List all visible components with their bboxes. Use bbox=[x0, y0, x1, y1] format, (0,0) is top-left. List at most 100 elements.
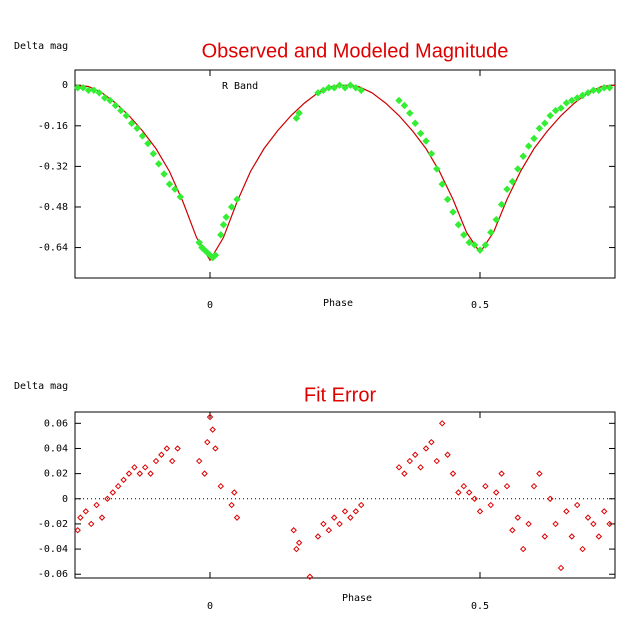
observed-point bbox=[357, 86, 365, 94]
observed-point bbox=[411, 119, 419, 127]
residual-point bbox=[93, 501, 100, 509]
residual-point bbox=[174, 445, 181, 452]
y-tick-label: -0.16 bbox=[38, 121, 68, 132]
observed-point bbox=[465, 238, 473, 247]
residual-point bbox=[163, 445, 171, 452]
observed-point bbox=[449, 208, 457, 216]
residual-point bbox=[336, 520, 343, 528]
observed-point bbox=[176, 193, 185, 201]
residual-point bbox=[82, 508, 90, 515]
observed-point bbox=[165, 180, 174, 188]
residual-point bbox=[395, 464, 403, 471]
residual-point bbox=[455, 489, 462, 496]
plot-frame bbox=[74, 69, 616, 279]
observed-point bbox=[562, 99, 571, 107]
residual-point bbox=[314, 533, 322, 540]
residual-point bbox=[595, 533, 603, 540]
residual-point bbox=[563, 508, 570, 515]
plot-frame bbox=[74, 411, 616, 579]
residual-point bbox=[206, 413, 214, 421]
residual-point bbox=[482, 482, 489, 490]
observed-point bbox=[222, 213, 230, 221]
y-tick-label: -0.02 bbox=[38, 519, 68, 530]
residual-point bbox=[168, 457, 176, 465]
observed-point bbox=[352, 84, 360, 92]
observed-point bbox=[106, 96, 114, 105]
residual-point bbox=[228, 501, 235, 509]
observed-point bbox=[589, 86, 598, 94]
observed-point bbox=[127, 119, 136, 127]
residual-point bbox=[347, 514, 354, 521]
observed-point bbox=[573, 94, 581, 102]
residual-point bbox=[519, 545, 527, 553]
residual-point bbox=[444, 451, 451, 458]
observed-point bbox=[117, 106, 125, 115]
y-tick-label: -0.48 bbox=[38, 202, 68, 213]
observed-point bbox=[217, 231, 225, 239]
residual-point bbox=[357, 501, 365, 509]
observed-point bbox=[95, 89, 104, 97]
residual-point bbox=[476, 508, 484, 515]
residual-point bbox=[131, 464, 138, 471]
observed-point bbox=[422, 137, 430, 145]
residual-point bbox=[411, 451, 419, 458]
residual-point bbox=[606, 520, 613, 528]
y-tick-label: 0.06 bbox=[44, 418, 68, 429]
y-tick-label: 0.04 bbox=[44, 443, 68, 454]
residual-point bbox=[290, 527, 297, 534]
observed-point bbox=[154, 160, 163, 168]
residual-point bbox=[590, 520, 597, 528]
residual-point bbox=[147, 470, 154, 477]
observed-point bbox=[460, 231, 468, 239]
observed-point bbox=[330, 84, 338, 92]
observed-point bbox=[551, 106, 560, 115]
observed-point bbox=[605, 84, 614, 92]
observed-point bbox=[406, 109, 414, 117]
residual-point bbox=[573, 501, 581, 509]
observed-point bbox=[433, 165, 441, 173]
observed-point bbox=[524, 142, 533, 150]
observed-point bbox=[335, 81, 344, 89]
observed-point bbox=[438, 180, 446, 188]
observed-point bbox=[341, 84, 349, 92]
residual-point bbox=[428, 438, 435, 446]
residual-point bbox=[557, 564, 565, 572]
observed-point bbox=[443, 195, 452, 204]
observed-point bbox=[492, 215, 500, 224]
residual-point bbox=[341, 508, 349, 515]
observed-point bbox=[195, 238, 203, 247]
observed-point bbox=[133, 124, 141, 133]
y-tick-label: -0.06 bbox=[38, 569, 68, 580]
residual-point bbox=[487, 501, 495, 509]
observed-point bbox=[73, 84, 82, 92]
observed-point bbox=[171, 185, 179, 193]
residual-point bbox=[320, 520, 327, 528]
residual-point bbox=[352, 508, 360, 515]
residual-point bbox=[525, 520, 532, 528]
y-tick-label: 0 bbox=[62, 80, 68, 91]
residual-point bbox=[209, 426, 216, 433]
residual-point bbox=[87, 520, 95, 528]
residual-point bbox=[460, 482, 468, 490]
observed-point bbox=[416, 129, 425, 138]
residual-point bbox=[509, 527, 516, 534]
model-line bbox=[74, 84, 616, 262]
residual-point bbox=[514, 514, 522, 521]
residual-point bbox=[201, 470, 208, 477]
residual-point bbox=[212, 445, 219, 452]
x-axis-label: Phase bbox=[323, 298, 353, 309]
observed-point bbox=[395, 96, 403, 105]
residual-point bbox=[503, 482, 511, 490]
observed-point bbox=[557, 104, 565, 112]
residual-point bbox=[109, 489, 117, 496]
observed-point bbox=[211, 251, 220, 259]
residual-point bbox=[141, 464, 149, 471]
observed-point bbox=[530, 134, 538, 143]
residual-point bbox=[136, 470, 144, 477]
chart-title: Fit Error bbox=[304, 384, 377, 406]
y-tick-label: 0.02 bbox=[44, 469, 68, 480]
observed-point bbox=[84, 86, 93, 94]
observed-point bbox=[514, 165, 522, 173]
